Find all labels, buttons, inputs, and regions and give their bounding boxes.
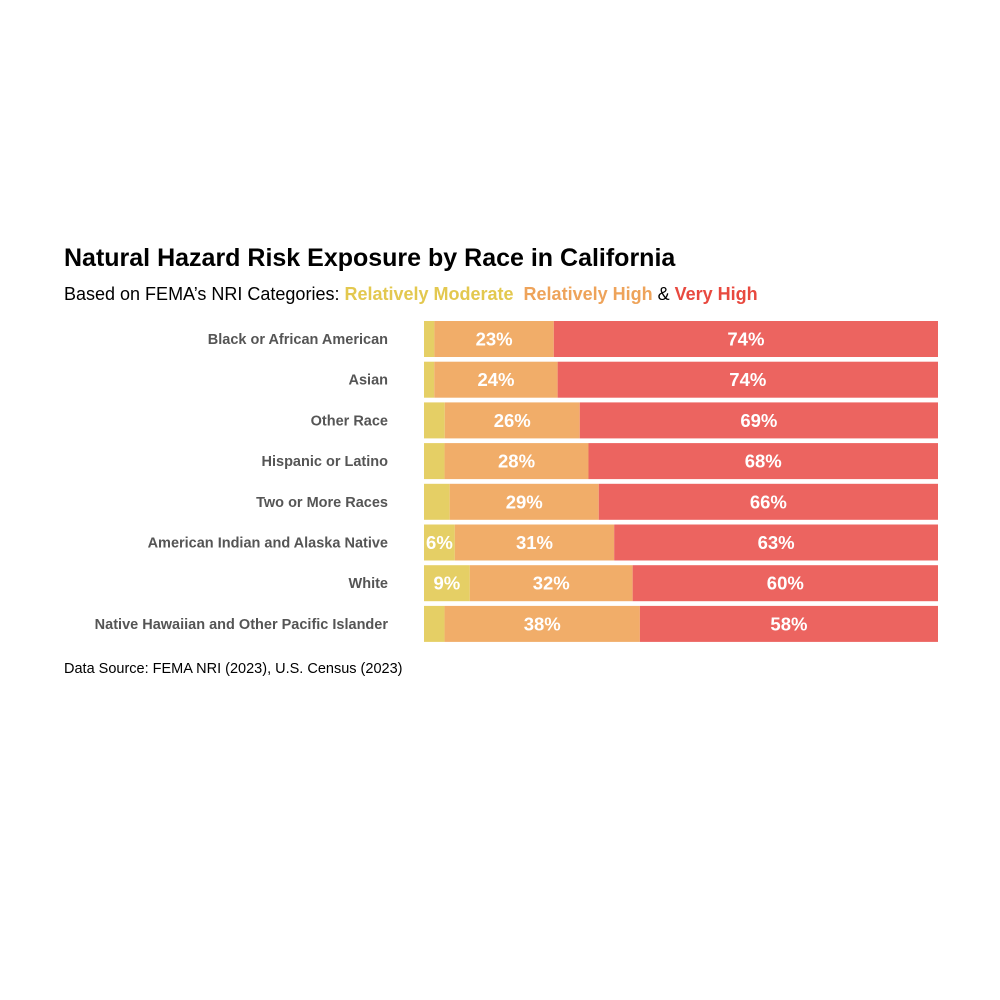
category-label-black-or-african-american: Black or African American bbox=[208, 332, 388, 348]
category-label-white: White bbox=[349, 576, 388, 592]
bar-segment-high-other-race bbox=[444, 402, 580, 439]
category-label-two-or-more-races: Two or More Races bbox=[256, 495, 388, 511]
legend-relatively-high: Relatively High bbox=[523, 284, 653, 304]
value-label-very-high-asian: 74% bbox=[729, 369, 766, 390]
bar-segment-moderate-asian bbox=[424, 361, 435, 398]
bar-segment-high-asian bbox=[434, 361, 558, 398]
subtitle-ampersand: & bbox=[652, 284, 675, 304]
bar-segment-very-high-american-indian-and-alaska-native bbox=[614, 524, 938, 561]
value-label-moderate-white: 9% bbox=[434, 573, 461, 594]
bar-segment-high-native-hawaiian-and-other-pacific-islander bbox=[444, 605, 640, 642]
legend-very-high: Very High bbox=[674, 284, 758, 304]
value-label-very-high-american-indian-and-alaska-native: 63% bbox=[758, 532, 795, 553]
value-label-high-hispanic-or-latino: 28% bbox=[498, 451, 535, 472]
category-label-american-indian-and-alaska-native: American Indian and Alaska Native bbox=[148, 536, 388, 552]
bar-segment-moderate-two-or-more-races bbox=[424, 483, 450, 520]
value-label-high-other-race: 26% bbox=[494, 410, 531, 431]
value-label-high-black-or-african-american: 23% bbox=[476, 329, 513, 350]
bar-segment-moderate-american-indian-and-alaska-native bbox=[424, 524, 455, 561]
value-label-moderate-american-indian-and-alaska-native: 6% bbox=[426, 532, 453, 553]
bar-segment-moderate-black-or-african-american bbox=[424, 321, 435, 357]
value-label-high-two-or-more-races: 29% bbox=[506, 491, 543, 512]
value-label-high-native-hawaiian-and-other-pacific-islander: 38% bbox=[524, 613, 561, 634]
subtitle-prefix: Based on FEMA’s NRI Categories: bbox=[64, 284, 345, 304]
bar-segment-high-two-or-more-races bbox=[449, 483, 599, 520]
category-label-other-race: Other Race bbox=[311, 413, 388, 429]
value-label-very-high-white: 60% bbox=[767, 573, 804, 594]
bar-segment-high-white bbox=[469, 565, 633, 602]
bar-segment-very-high-native-hawaiian-and-other-pacific-islander bbox=[639, 605, 938, 642]
value-label-very-high-black-or-african-american: 74% bbox=[727, 329, 764, 350]
data-source-note: Data Source: FEMA NRI (2023), U.S. Censu… bbox=[64, 661, 403, 677]
bar-segment-very-high-other-race bbox=[579, 402, 938, 439]
value-label-very-high-other-race: 69% bbox=[740, 410, 777, 431]
bar-segment-moderate-native-hawaiian-and-other-pacific-islander bbox=[424, 605, 445, 642]
bar-segment-very-high-asian bbox=[557, 361, 938, 398]
bar-segment-high-black-or-african-american bbox=[434, 321, 554, 357]
bar-segment-very-high-black-or-african-american bbox=[553, 321, 938, 357]
value-label-very-high-hispanic-or-latino: 68% bbox=[745, 451, 782, 472]
category-label-asian: Asian bbox=[349, 373, 389, 389]
bar-segment-moderate-hispanic-or-latino bbox=[424, 443, 445, 480]
bar-segment-very-high-two-or-more-races bbox=[598, 483, 938, 520]
value-label-high-american-indian-and-alaska-native: 31% bbox=[516, 532, 553, 553]
bar-segment-moderate-white bbox=[424, 565, 470, 602]
bar-segment-moderate-other-race bbox=[424, 402, 445, 439]
chart-subtitle: Based on FEMA’s NRI Categories: Relative… bbox=[64, 284, 758, 305]
bar-segment-very-high-white bbox=[632, 565, 938, 602]
value-label-very-high-native-hawaiian-and-other-pacific-islander: 58% bbox=[770, 613, 807, 634]
legend-relatively-moderate: Relatively Moderate bbox=[344, 284, 514, 304]
value-label-high-asian: 24% bbox=[477, 369, 514, 390]
bar-segment-very-high-hispanic-or-latino bbox=[588, 443, 938, 480]
bar-segment-high-hispanic-or-latino bbox=[444, 443, 589, 480]
chart-title: Natural Hazard Risk Exposure by Race in … bbox=[64, 244, 676, 272]
category-label-hispanic-or-latino: Hispanic or Latino bbox=[262, 454, 389, 470]
value-label-high-white: 32% bbox=[533, 573, 570, 594]
value-label-very-high-two-or-more-races: 66% bbox=[750, 491, 787, 512]
bar-segment-high-american-indian-and-alaska-native bbox=[454, 524, 615, 561]
category-label-native-hawaiian-and-other-pacific-islander: Native Hawaiian and Other Pacific Island… bbox=[95, 617, 389, 633]
